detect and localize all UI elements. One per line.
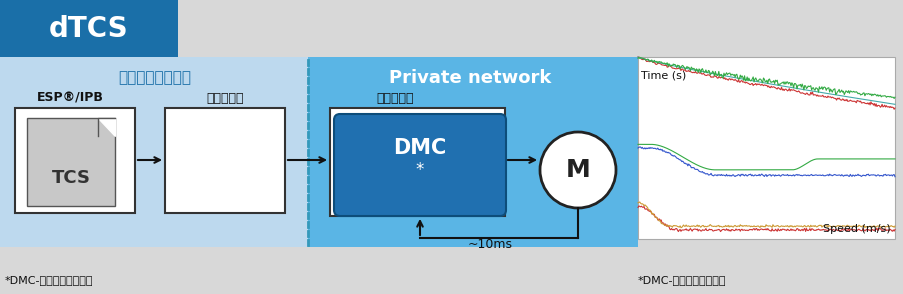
Polygon shape — [98, 118, 115, 136]
Text: 车辆公共通讯网络: 车辆公共通讯网络 — [118, 71, 191, 86]
Bar — [165, 108, 284, 213]
Text: TCS: TCS — [51, 169, 90, 187]
Bar — [15, 108, 135, 213]
Text: M: M — [565, 158, 590, 182]
Bar — [27, 118, 115, 206]
Text: 整车控制器: 整车控制器 — [206, 91, 244, 104]
Bar — [330, 108, 505, 216]
Text: Time (s): Time (s) — [640, 70, 685, 80]
Bar — [638, 57, 894, 239]
Text: DMC: DMC — [393, 138, 446, 158]
Text: 电机控制器: 电机控制器 — [376, 91, 414, 104]
Text: *DMC-动态扭矩控制单元: *DMC-动态扭矩控制单元 — [5, 275, 93, 285]
FancyBboxPatch shape — [333, 114, 506, 216]
Text: *: * — [415, 161, 424, 179]
Text: Private network: Private network — [388, 69, 551, 87]
Bar — [0, 57, 434, 247]
Text: Speed (m/s): Speed (m/s) — [823, 224, 890, 234]
Text: *DMC-动态扭矩控制单元: *DMC-动态扭矩控制单元 — [638, 275, 726, 285]
Text: ~10ms: ~10ms — [467, 238, 512, 250]
Circle shape — [539, 132, 615, 208]
Text: dTCS: dTCS — [49, 15, 128, 43]
Bar — [0, 0, 178, 57]
Bar — [308, 57, 638, 247]
Text: ESP®/IPB: ESP®/IPB — [36, 91, 103, 104]
